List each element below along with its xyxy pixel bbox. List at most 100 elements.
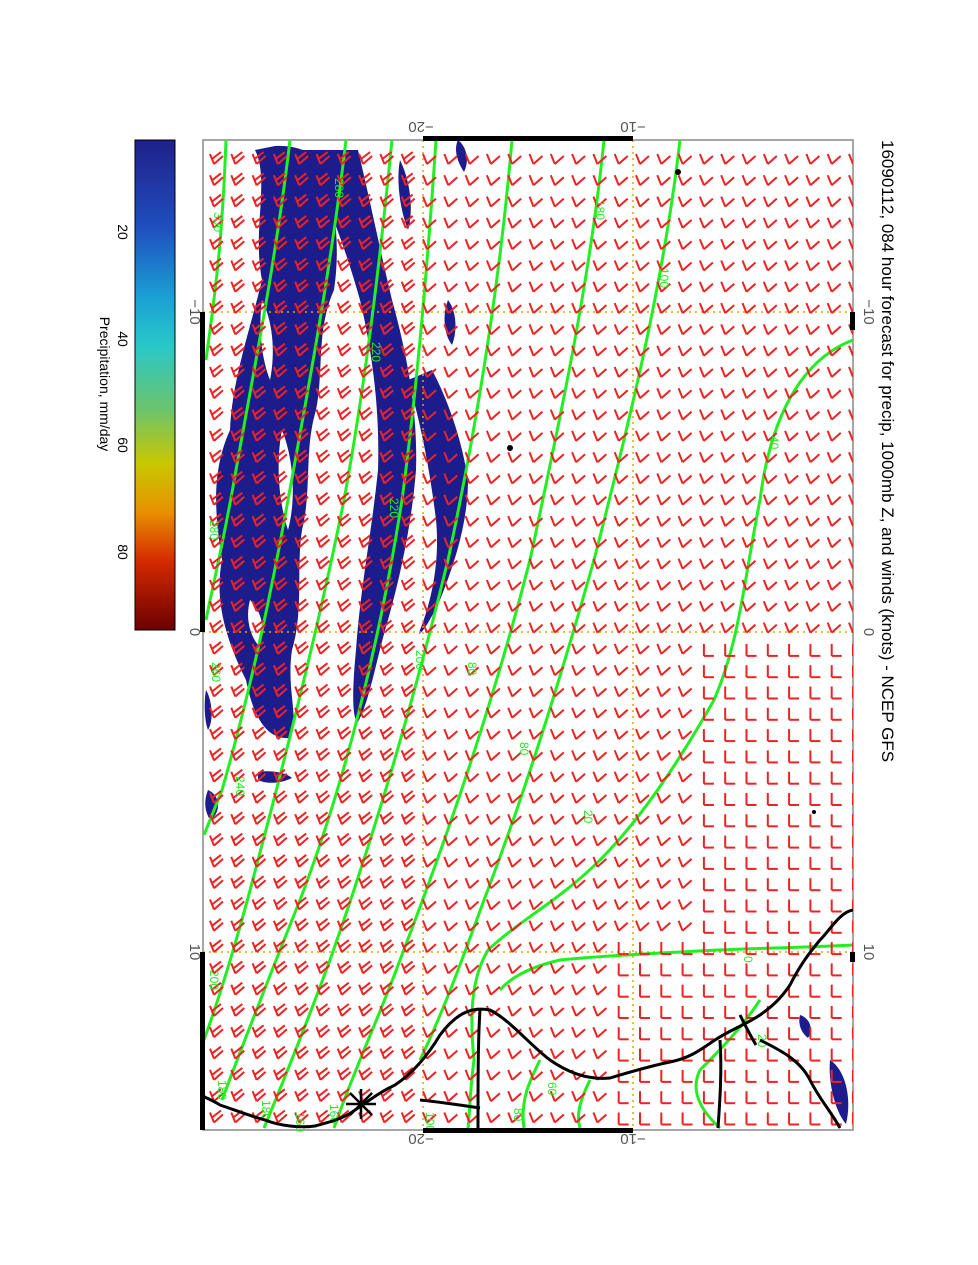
wind-barb [549,515,565,527]
wind-barb [592,1090,608,1102]
wind-barb [379,1003,395,1017]
wind-barb [830,771,842,785]
wind-barb [702,643,714,657]
wind-barb [613,579,629,591]
wind-barb [422,664,437,676]
wind-barb [336,236,352,250]
wind-barb [251,406,267,421]
wind-barb [400,875,416,889]
colorbar-tick-label: 20 [115,224,131,240]
wind-barb [294,534,309,549]
wind-barb [379,193,395,208]
wind-barb [741,260,757,272]
wind-barb [209,342,224,357]
wind-barb [830,1006,842,1019]
wind-barb [571,899,586,911]
wind-barb [766,793,778,806]
wind-barb [272,1088,288,1102]
colorbar-title: Precipitation, mm/day [97,317,113,452]
wind-barb [272,534,288,549]
wind-barb [443,494,458,506]
wind-barb [784,281,799,293]
wind-barb [613,153,629,165]
wind-barb [294,619,309,634]
wind-barb [336,683,352,698]
wind-barb [272,364,288,378]
wind-barb [852,771,853,784]
wind-barb [528,260,544,272]
wind-barb [635,643,650,655]
wind-barb [848,515,853,527]
wind-barb [379,981,395,996]
wind-barb [422,920,437,932]
wind-barb [702,984,714,998]
wind-barb [592,1112,608,1124]
wind-barb [507,664,522,676]
wind-barb [358,939,373,953]
wind-barb [656,856,671,868]
wind-barb [528,813,544,826]
wind-barb [443,1090,458,1102]
wind-barb [528,771,544,783]
wind-barb [230,768,245,783]
wind-barb [681,1069,693,1083]
wind-barb [443,664,458,676]
wind-barb [762,537,778,549]
wind-barb [294,577,309,591]
wind-barb [592,877,608,889]
wind-barb [741,324,757,336]
wind-barb [422,1005,437,1017]
wind-barb [830,750,842,764]
wind-barb [336,598,352,613]
wind-barb [592,302,608,314]
wind-barb [358,981,373,996]
wind-barb [852,750,853,763]
wind-barb [336,321,352,336]
wind-barb [251,1088,267,1102]
wind-barb [400,790,416,804]
wind-barb [358,598,373,613]
wind-barb [809,686,821,700]
wind-barb [592,515,608,527]
wind-barb [805,622,821,634]
wind-barb [315,768,331,783]
wind-barb [507,217,522,229]
wind-barb [762,324,778,336]
wind-barb [528,1112,544,1124]
wind-barb [336,449,352,463]
city-marker [346,1089,376,1119]
wind-barb [422,877,437,889]
wind-barb [762,345,778,357]
wind-barb [784,217,799,229]
wind-barb [613,387,629,400]
wind-barb [805,324,821,336]
contour-label: 300 [211,212,225,232]
wind-barb [571,622,586,634]
wind-barb [549,643,565,655]
wind-barb [830,665,842,679]
wind-barb [379,641,395,655]
wind-barb [272,172,288,187]
wind-barb [639,963,650,977]
wind-barb [422,537,437,549]
wind-barb [809,707,821,721]
wind-barb [443,600,458,613]
wind-barb [702,707,714,721]
wind-barb [379,854,395,868]
wind-barb [724,1112,736,1126]
wind-barb [613,600,629,613]
wind-barb [741,153,757,165]
wind-barb [507,600,522,613]
wind-barb [336,1003,352,1017]
right-tick-label: 10 [860,944,877,961]
wind-barb [848,366,853,378]
wind-barb [805,537,821,549]
wind-barb [745,856,757,870]
wind-barb [724,1006,736,1019]
wind-barb [485,707,501,719]
wind-barb [788,942,800,956]
wind-barb [571,600,586,613]
wind-barb [826,558,842,570]
wind-barb [724,1069,736,1083]
